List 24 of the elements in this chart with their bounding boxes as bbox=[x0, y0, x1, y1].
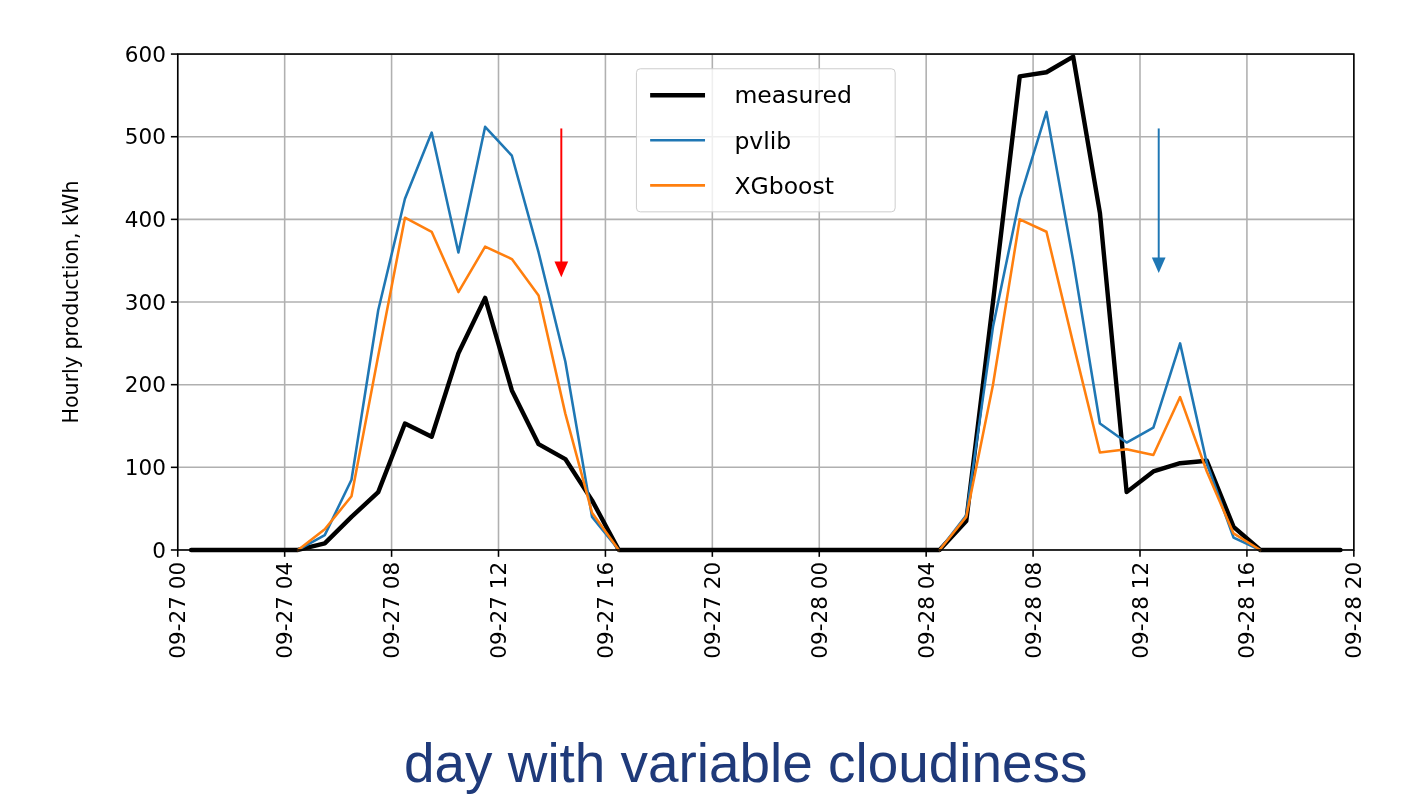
text: day with variable cloudiness bbox=[404, 732, 1088, 795]
y-axis-title: Hourly production, kWh bbox=[58, 180, 83, 424]
legend-label: pvlib bbox=[734, 126, 792, 155]
x-tick-label: 09-28 12 bbox=[1127, 561, 1153, 659]
x-tick-label: 09-27 12 bbox=[486, 561, 512, 659]
legend-label: XGboost bbox=[734, 171, 834, 200]
x-tick-label: 09-27 00 bbox=[165, 561, 191, 659]
x-tick-label: 09-27 20 bbox=[699, 561, 725, 659]
x-tick-label: 09-28 20 bbox=[1341, 561, 1367, 659]
x-tick-label: 09-28 08 bbox=[1020, 561, 1046, 659]
y-tick-label: 100 bbox=[124, 454, 166, 480]
x-tick-label: 09-27 04 bbox=[272, 561, 298, 659]
x-tick-label: 09-28 04 bbox=[913, 561, 939, 659]
y-tick-label: 200 bbox=[124, 372, 166, 398]
y-tick-label: 500 bbox=[124, 124, 166, 150]
y-tick-label: 300 bbox=[124, 289, 166, 315]
x-tick-label: 09-27 08 bbox=[379, 561, 405, 659]
x-tick-label: 09-27 16 bbox=[592, 561, 618, 659]
y-tick-label: 0 bbox=[152, 537, 166, 563]
x-tick-label: 09-28 00 bbox=[806, 561, 832, 659]
y-tick-label: 400 bbox=[124, 206, 166, 232]
legend-label: measured bbox=[734, 81, 852, 110]
x-tick-label: 09-28 16 bbox=[1234, 561, 1260, 659]
y-tick-label: 600 bbox=[124, 41, 166, 67]
